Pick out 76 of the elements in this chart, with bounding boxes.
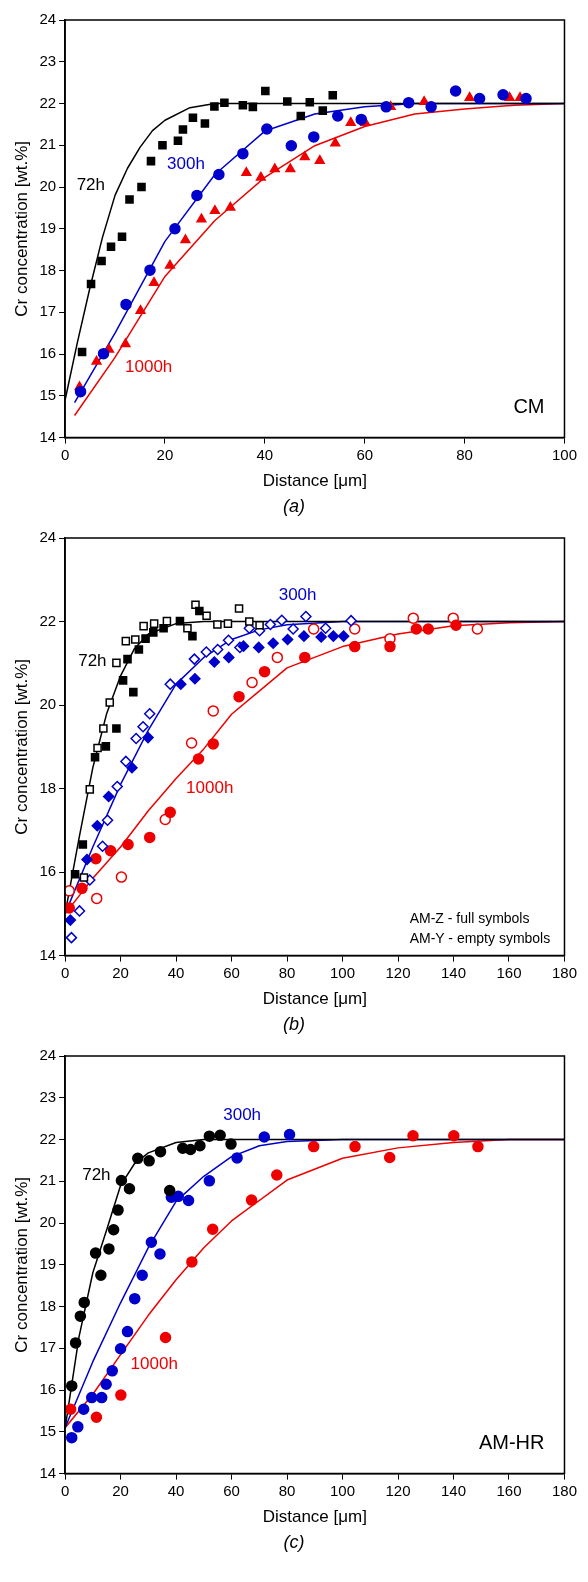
y-tick-label: 14 (39, 945, 57, 963)
x-tick-label: 120 (385, 963, 411, 981)
y-tick-label: 22 (39, 611, 57, 629)
y-tick-label: 20 (39, 695, 57, 713)
y-tick-label: 14 (39, 1463, 57, 1481)
x-tick-label: 140 (440, 963, 467, 981)
annotation: AM-Z - full symbols (409, 910, 530, 927)
y-tick-label: 15 (39, 1421, 57, 1439)
series-label: 72h (82, 1165, 111, 1185)
series-label: 1000h (125, 357, 173, 377)
series-label: 300h (278, 585, 317, 605)
x-tick-label: 20 (112, 1481, 129, 1499)
series-label: 300h (167, 154, 205, 174)
x-tick-label: 60 (223, 1481, 240, 1499)
x-tick-label: 100 (551, 445, 577, 463)
y-tick-label: 22 (39, 93, 57, 111)
y-tick-label: 24 (39, 10, 57, 28)
x-tick-label: 40 (167, 1481, 185, 1499)
y-tick-label: 24 (39, 528, 57, 546)
x-tick-label: 60 (223, 963, 240, 981)
x-tick-label: 80 (278, 1481, 296, 1499)
x-tick-label: 80 (278, 963, 296, 981)
x-tick-label: 180 (551, 1481, 577, 1499)
y-tick-label: 23 (39, 1087, 57, 1105)
y-tick-label: 18 (39, 778, 57, 796)
y-tick-label: 24 (39, 1046, 57, 1064)
y-tick-label: 17 (39, 302, 57, 320)
series-label: 72h (76, 175, 106, 195)
y-tick-label: 20 (39, 1213, 57, 1231)
x-axis-title: Distance [μm] (262, 1507, 367, 1527)
x-tick-label: 160 (496, 963, 522, 981)
x-tick-label: 60 (356, 445, 374, 463)
series-label: 1000h (130, 1354, 178, 1374)
x-tick-label: 20 (112, 963, 129, 981)
y-tick-label: 16 (39, 862, 57, 880)
y-tick-label: 17 (39, 1338, 57, 1356)
series-label: 300h (223, 1105, 262, 1125)
annotation: AM-Y - empty symbols (409, 930, 551, 947)
y-tick-label: 14 (39, 427, 57, 445)
text: (a) (282, 496, 306, 518)
text: (c) (282, 1532, 306, 1554)
x-tick-label: 140 (440, 1481, 467, 1499)
y-tick-label: 18 (39, 1296, 57, 1314)
x-tick-label: 100 (330, 1481, 356, 1499)
y-tick-label: 18 (39, 260, 57, 278)
x-tick-label: 100 (330, 963, 356, 981)
y-tick-label: 20 (39, 177, 57, 195)
x-tick-label: 40 (256, 445, 274, 463)
text: (b) (282, 1014, 306, 1036)
series-label: 72h (78, 651, 107, 671)
x-axis-title: Distance [μm] (262, 471, 367, 491)
series-label: 1000h (186, 778, 234, 798)
y-tick-label: 21 (39, 1171, 57, 1189)
y-axis-title: Cr concentration [wt.%] (11, 1176, 31, 1353)
text: CM (513, 395, 545, 418)
x-tick-label: 80 (456, 445, 473, 463)
y-tick-label: 16 (39, 344, 57, 362)
y-tick-label: 19 (39, 218, 57, 236)
y-axis-title: Cr concentration [wt.%] (11, 658, 31, 835)
y-tick-label: 23 (39, 51, 57, 69)
y-tick-label: 21 (39, 135, 57, 153)
y-tick-label: 15 (39, 385, 57, 403)
x-tick-label: 160 (496, 1481, 522, 1499)
x-tick-label: 0 (60, 963, 70, 981)
x-tick-label: 180 (551, 963, 577, 981)
x-tick-label: 20 (156, 445, 174, 463)
x-axis-title: Distance [μm] (262, 989, 367, 1009)
y-tick-label: 19 (39, 1254, 57, 1272)
x-tick-label: 40 (167, 963, 185, 981)
text: AM-HR (478, 1431, 545, 1454)
x-tick-label: 0 (60, 1481, 70, 1499)
y-axis-title: Cr concentration [wt.%] (11, 140, 31, 317)
y-tick-label: 16 (39, 1380, 57, 1398)
x-tick-label: 120 (385, 1481, 411, 1499)
y-tick-label: 22 (39, 1129, 57, 1147)
x-tick-label: 0 (60, 445, 70, 463)
